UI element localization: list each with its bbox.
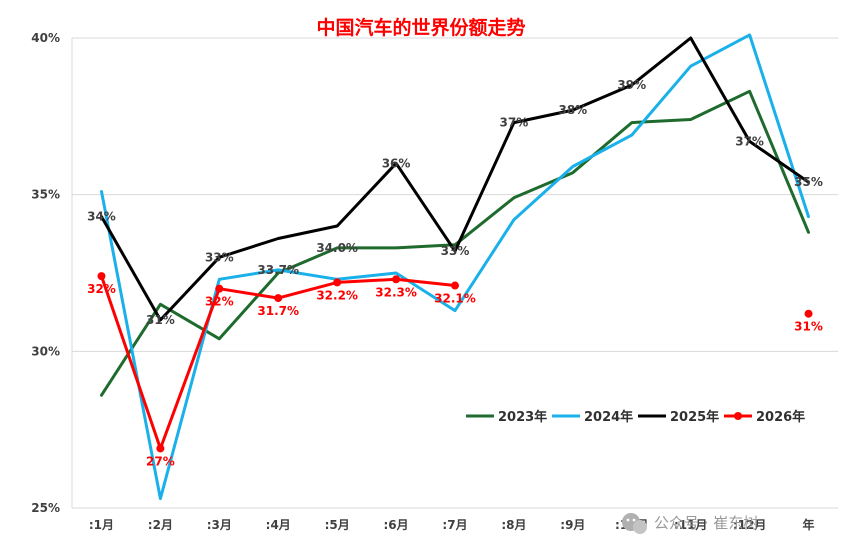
x-tick-label: :9月 — [560, 518, 585, 532]
x-tick-label: 年 — [803, 517, 815, 532]
y-tick-label: 40% — [31, 31, 60, 45]
x-tick-label: :6月 — [383, 518, 408, 532]
data-label: 39% — [617, 78, 646, 92]
legend: 2023年 2024年 2025年 2026年 — [466, 409, 805, 425]
series-line — [100, 89, 810, 397]
legend-label: 2024年 — [584, 409, 633, 425]
series-point — [451, 281, 459, 290]
legend-marker — [734, 412, 742, 420]
data-label: 32.1% — [434, 292, 476, 306]
x-tick-label: :11月 — [674, 518, 708, 532]
gridlines — [71, 37, 838, 509]
data-label: 37% — [500, 116, 529, 130]
x-tick-label: :8月 — [501, 518, 526, 532]
x-tick-label: :5月 — [325, 518, 350, 532]
data-label: 38% — [558, 103, 587, 117]
data-label: 33% — [205, 250, 234, 264]
x-tick-label: :12月 — [733, 518, 767, 532]
series-point — [156, 444, 165, 453]
data-labels: 34.0% 33.7% 34% 31% 33% 36% 33% 37% 38% 39% 37% 35%… — [87, 78, 823, 468]
series-point — [215, 284, 224, 293]
data-label: 34.0% — [316, 241, 358, 255]
data-label: 33.7% — [257, 263, 299, 277]
x-tick-label: :1月 — [89, 518, 114, 532]
data-label: 35% — [794, 175, 823, 189]
data-label: 34% — [87, 210, 116, 224]
watermark: 公众号 · 崔东树 — [622, 513, 758, 534]
series-point — [274, 294, 283, 303]
y-tick-label: 35% — [31, 188, 60, 202]
data-label: 31% — [146, 313, 175, 327]
y-tick-label: 30% — [31, 344, 60, 358]
legend-label: 2023年 — [498, 409, 547, 425]
y-tick-label: 25% — [31, 501, 60, 515]
series-point — [333, 278, 342, 287]
watermark-text: 公众号 · 崔东树 — [654, 514, 758, 532]
wechat-icon — [622, 513, 647, 534]
data-label: 31% — [794, 320, 823, 334]
data-label: 33% — [441, 244, 470, 258]
data-label: 32.2% — [316, 288, 358, 302]
data-label: 32.3% — [375, 285, 417, 299]
data-label: 27% — [146, 454, 175, 468]
series-point — [97, 272, 106, 281]
data-label: 32% — [87, 282, 116, 296]
data-label: 36% — [382, 156, 411, 170]
data-label: 32% — [205, 295, 234, 309]
data-label: 37% — [735, 134, 764, 148]
series-line — [100, 33, 810, 501]
series-lines — [97, 33, 813, 501]
series-point — [804, 309, 813, 318]
series-line — [100, 36, 810, 322]
x-tick-label: :4月 — [266, 518, 291, 532]
x-tick-label: :3月 — [207, 518, 232, 532]
series-point — [392, 275, 401, 284]
x-tick-label: :7月 — [442, 518, 467, 532]
legend-label: 2026年 — [756, 409, 805, 425]
chart-title: 中国汽车的世界份额走势 — [316, 16, 525, 39]
y-axis-ticks: 40% 35% 30% 25% — [31, 31, 60, 515]
data-label: 31.7% — [257, 304, 299, 318]
x-tick-label: :2月 — [148, 518, 173, 532]
legend-label: 2025年 — [670, 409, 719, 425]
